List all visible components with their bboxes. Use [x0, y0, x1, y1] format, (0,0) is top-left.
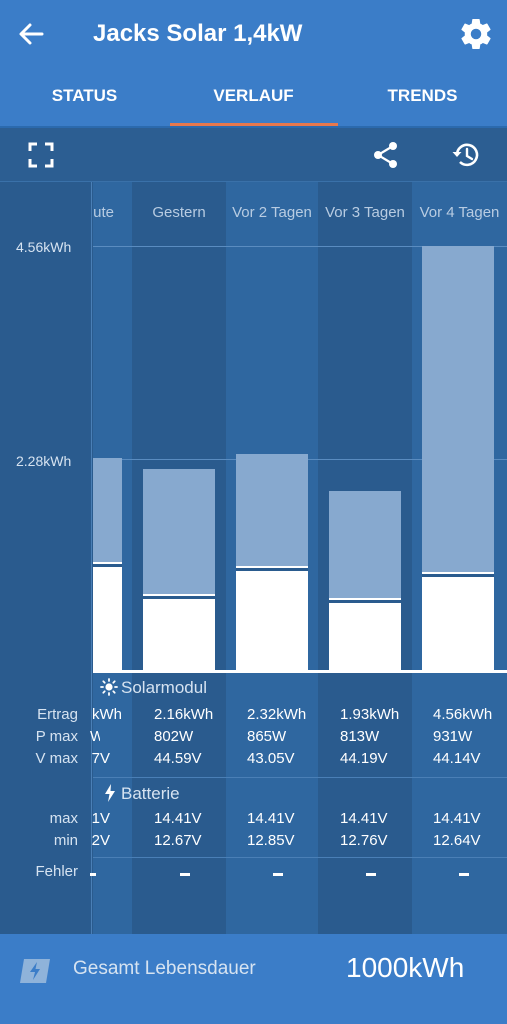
section-divider [93, 777, 507, 778]
row-label-vmax: V max [35, 750, 78, 767]
tab-verlauf[interactable]: VERLAUF [213, 86, 294, 105]
column-header: Gestern [152, 204, 206, 221]
tab-bar: STATUS VERLAUF TRENDS [0, 70, 507, 128]
error-dash [180, 873, 190, 876]
cell-vmax: 44.14V [433, 750, 481, 767]
y-axis-label: 2.28kWh [16, 453, 72, 469]
tab-divider [0, 126, 507, 128]
cell-vmax: 44.19V [340, 750, 388, 767]
lifetime-label: Gesamt Lebensdauer [73, 958, 256, 979]
cell-vmax: 7V [91, 750, 110, 767]
row-label-ertrag: Ertrag [37, 706, 78, 723]
cell-ertrag: 1.93kWh [340, 706, 400, 723]
cell-ertrag: 2.32kWh [247, 706, 307, 723]
cell-battery-min: 2V [91, 832, 110, 849]
row-label-fehler: Fehler [35, 863, 78, 880]
column-header: Vor 4 Tagen [419, 204, 500, 221]
cell-ertrag: 2.16kWh [154, 706, 214, 723]
section-title-solar: Solarmodul [121, 678, 207, 697]
lifetime-footer: Gesamt Lebensdauer 1000kWh [0, 934, 507, 1024]
row-label-min: min [53, 832, 78, 849]
bar-segment-upper [93, 458, 122, 562]
column-header: Vor 2 Tagen [232, 204, 312, 221]
cell-battery-min: 12.67V [154, 832, 202, 849]
section-title-battery: Batterie [121, 784, 180, 803]
cell-vmax: 43.05V [247, 750, 295, 767]
bar-segment-lower [422, 572, 494, 670]
cell-battery-min: 12.76V [340, 832, 388, 849]
bar-segment-lower [143, 594, 215, 670]
active-tab-indicator [170, 123, 338, 126]
bar-segment-lower [93, 562, 122, 670]
gridline [93, 246, 507, 247]
fullscreen-icon[interactable] [26, 140, 56, 170]
cell-battery-max: 14.41V [247, 810, 295, 827]
app-bar: Jacks Solar 1,4kW [0, 0, 507, 70]
battery-charge-icon [20, 959, 50, 983]
error-dash [459, 873, 469, 876]
cell-battery-min: 12.64V [433, 832, 481, 849]
cell-pmax: 813W [340, 728, 380, 745]
cell-pmax: 931W [433, 728, 473, 745]
column-header: ute [93, 204, 114, 221]
bar-segment-upper [329, 491, 401, 598]
row-label-pmax: P max [35, 728, 78, 745]
cell-battery-max: 14.41V [340, 810, 388, 827]
bar-divider [143, 596, 215, 599]
lifetime-value: 1000kWh [346, 952, 465, 983]
cell-pmax: 802W [154, 728, 194, 745]
tab-trends[interactable]: TRENDS [387, 86, 458, 105]
page-title: Jacks Solar 1,4kW [93, 20, 303, 47]
cell-battery-max: 14.41V [433, 810, 481, 827]
history-content[interactable]: ute Gestern Vor 2 Tagen Vor 3 Tagen Vor … [0, 182, 507, 934]
cell-pmax: W [90, 728, 100, 745]
cell-ertrag: kWh [92, 706, 122, 723]
column-header: Vor 3 Tagen [325, 204, 405, 221]
row-label-max: max [49, 810, 78, 827]
gear-icon[interactable] [458, 16, 494, 52]
bar-divider [236, 568, 308, 571]
bar-divider [329, 600, 401, 603]
cell-battery-max: 1V [91, 810, 110, 827]
bar-segment-upper [236, 454, 308, 566]
bar-segment-lower [236, 566, 308, 670]
share-icon[interactable] [371, 140, 401, 170]
y-axis-label: 4.56kWh [16, 239, 72, 255]
error-dash [366, 873, 376, 876]
history-icon[interactable] [451, 140, 481, 170]
chart-baseline [93, 670, 507, 673]
sun-icon [100, 678, 118, 696]
section-divider [93, 857, 507, 858]
bar-segment-upper [422, 246, 494, 572]
error-dash [273, 873, 283, 876]
lightning-icon [105, 784, 115, 802]
cell-ertrag: 4.56kWh [433, 706, 493, 723]
history-toolbar [0, 128, 507, 182]
bar-segment-upper [143, 469, 215, 594]
bar-divider [422, 574, 494, 577]
bar-divider [93, 564, 122, 567]
row-label-column [0, 182, 92, 934]
bar-segment-lower [329, 598, 401, 670]
error-dash [90, 873, 96, 876]
arrow-left-icon[interactable] [14, 16, 50, 52]
cell-pmax: 865W [247, 728, 287, 745]
tab-status[interactable]: STATUS [51, 86, 118, 105]
cell-battery-max: 14.41V [154, 810, 202, 827]
cell-battery-min: 12.85V [247, 832, 295, 849]
cell-vmax: 44.59V [154, 750, 202, 767]
